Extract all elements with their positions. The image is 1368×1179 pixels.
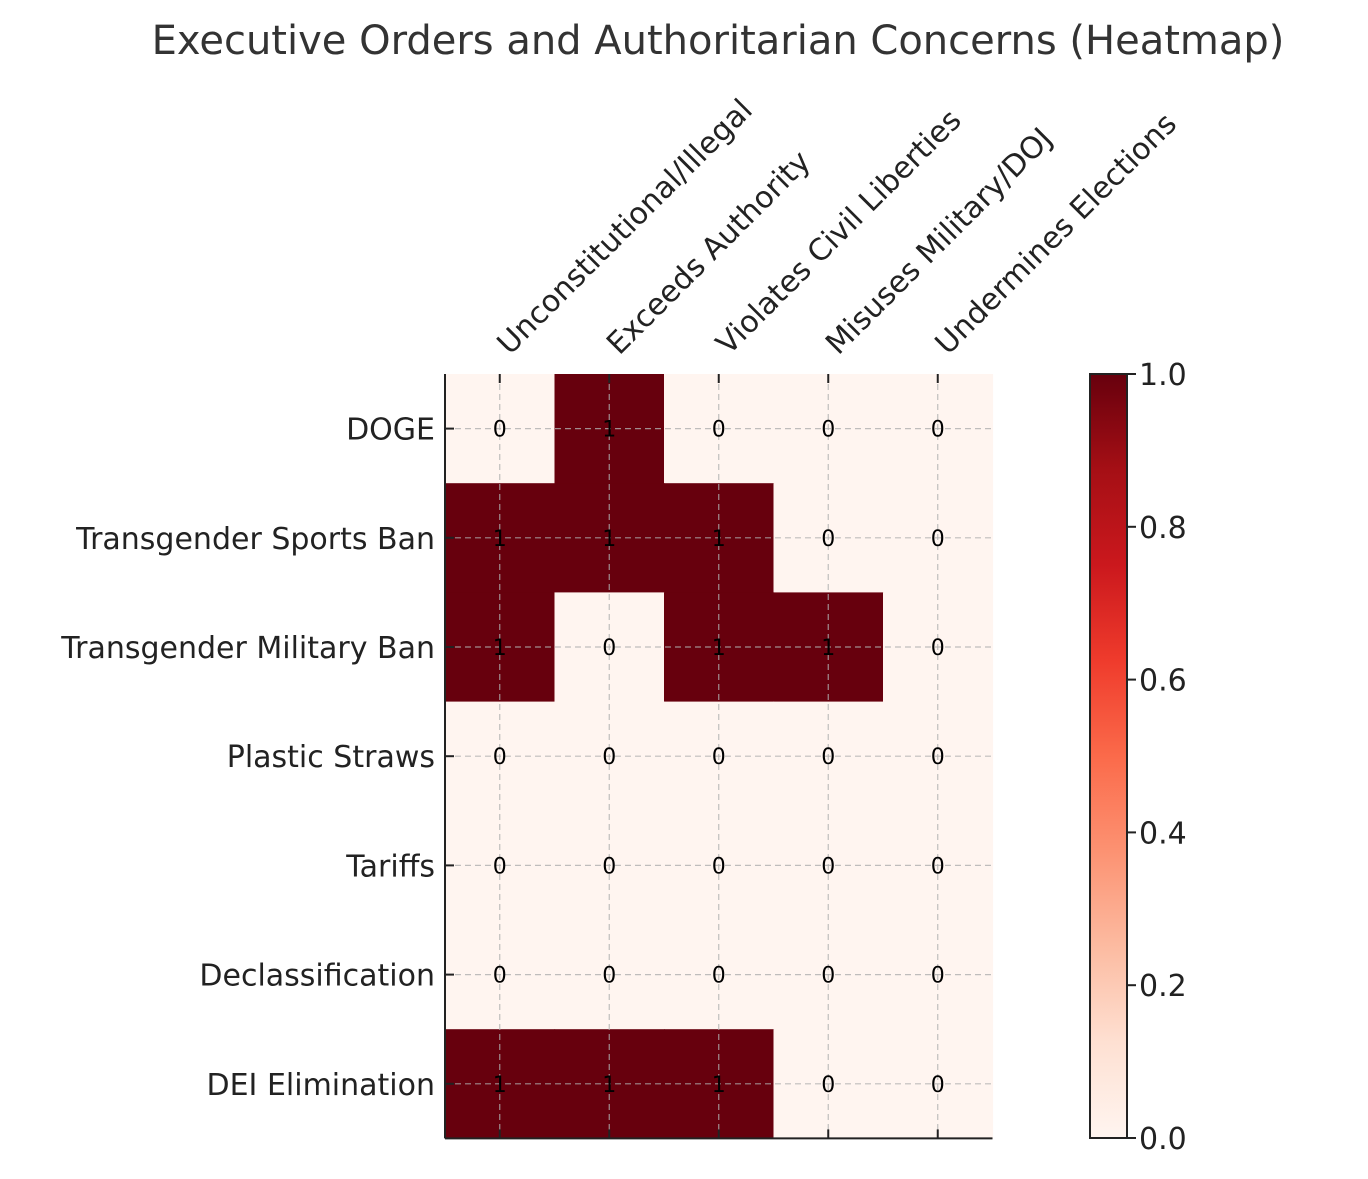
cell-value-label: 0 — [493, 854, 507, 879]
cell-value-label: 0 — [821, 745, 835, 770]
cell-value-label: 0 — [931, 854, 945, 879]
y-tick-label: Plastic Straws — [227, 740, 435, 775]
cell-value-label: 0 — [602, 745, 616, 770]
cell-value-label: 0 — [931, 418, 945, 443]
colorbar-tick-label: 0.6 — [1139, 664, 1187, 699]
cell-value-label: 0 — [493, 418, 507, 443]
cell-value-label: 0 — [821, 964, 835, 989]
colorbar-gradient — [1089, 373, 1128, 1139]
y-tick-label: Transgender Military Ban — [60, 631, 435, 666]
y-tick-label: Transgender Sports Ban — [75, 522, 435, 557]
cell-value-label: 1 — [712, 1073, 726, 1098]
colorbar-tick-label: 0.4 — [1139, 816, 1187, 851]
cell-value-label: 0 — [931, 636, 945, 661]
cell-value-label: 1 — [602, 418, 616, 443]
cell-value-label: 0 — [821, 1073, 835, 1098]
cell-value-label: 0 — [931, 527, 945, 552]
cell-value-label: 0 — [821, 854, 835, 879]
chart-title: Executive Orders and Authoritarian Conce… — [152, 18, 1285, 64]
y-tick-label: DEI Elimination — [207, 1068, 436, 1103]
cell-value-label: 0 — [931, 964, 945, 989]
cell-value-label: 0 — [712, 964, 726, 989]
cell-value-label: 0 — [821, 527, 835, 552]
colorbar: 0.0 0.2 0.4 0.6 0.8 1.0 — [1089, 358, 1187, 1157]
colorbar-tick-label: 0.0 — [1139, 1122, 1187, 1157]
cell-value-label: 1 — [493, 527, 507, 552]
cell-value-label: 1 — [602, 527, 616, 552]
cell-value-label: 0 — [712, 745, 726, 770]
y-tick-label: Tariffs — [345, 849, 435, 884]
cell-value-label: 1 — [493, 1073, 507, 1098]
cell-value-label: 0 — [821, 418, 835, 443]
colorbar-tick-label: 1.0 — [1139, 358, 1187, 393]
cell-value-label: 0 — [931, 1073, 945, 1098]
cell-value-label: 1 — [712, 636, 726, 661]
cell-value-label: 0 — [602, 964, 616, 989]
cell-value-label: 1 — [712, 527, 726, 552]
heatmap-area: 0 1 0 0 0 1 1 1 0 0 1 0 1 1 0 0 0 0 0 0 0 0 0 0 0 0 0 0 0 0 1 1 1 0 0 DOGE T… — [60, 93, 1184, 1140]
cell-value-label: 0 — [602, 636, 616, 661]
cell-value-label: 1 — [821, 636, 835, 661]
cell-value-label: 1 — [602, 1073, 616, 1098]
cell-value-label: 0 — [712, 854, 726, 879]
y-tick-label: DOGE — [346, 413, 435, 448]
y-tick-label: Declassification — [199, 959, 435, 994]
cell-value-label: 0 — [931, 745, 945, 770]
cell-value-label: 1 — [493, 636, 507, 661]
cell-value-label: 0 — [493, 964, 507, 989]
x-tick-label: Exceeds Authority — [600, 144, 818, 362]
cell-value-label: 0 — [493, 745, 507, 770]
colorbar-tick-label: 0.8 — [1139, 511, 1187, 546]
cell-value-label: 0 — [712, 418, 726, 443]
colorbar-tick-label: 0.2 — [1139, 969, 1187, 1004]
cell-value-label: 0 — [602, 854, 616, 879]
